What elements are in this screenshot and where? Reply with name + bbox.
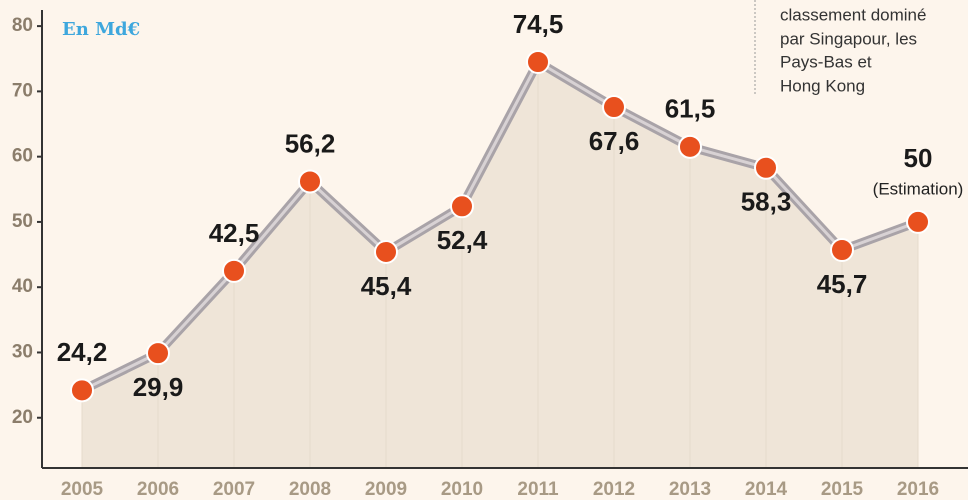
marker	[374, 239, 398, 264]
marker	[70, 378, 94, 403]
value-label: 56,2	[285, 128, 336, 158]
marker	[906, 209, 930, 234]
value-label: 52,4	[437, 225, 488, 255]
marker	[146, 341, 170, 366]
note: (Estimation)	[873, 179, 964, 198]
x-tick-label: 2013	[669, 479, 711, 500]
x-tick-label: 2016	[897, 479, 939, 500]
marker	[830, 237, 854, 262]
value-label: 50	[904, 143, 933, 173]
y-tick-label: 60	[12, 146, 33, 167]
line	[81, 59, 919, 392]
value-label: 58,3	[741, 187, 792, 217]
x-tick-label: 2011	[517, 479, 559, 500]
value-label: 45,4	[361, 271, 412, 301]
marker	[222, 258, 246, 283]
y-tick-label: 30	[12, 341, 33, 362]
area	[82, 62, 918, 469]
value-label: 61,5	[665, 94, 716, 124]
value-label: 74,5	[513, 9, 564, 39]
unit-label: En Md€	[62, 19, 140, 40]
x-tick-label: 2008	[289, 479, 331, 500]
value-label: 42,5	[209, 218, 260, 248]
marker	[754, 155, 778, 180]
value-label: 29,9	[133, 372, 184, 402]
y-tick-label: 20	[12, 407, 33, 428]
annotation-line: Pays-Bas et	[780, 52, 872, 71]
y-tick-label: 80	[12, 15, 33, 36]
x-tick-label: 2005	[61, 479, 104, 500]
annotation-line: classement dominé	[780, 5, 926, 24]
value-label: 45,7	[817, 269, 868, 299]
y-tick-label: 50	[12, 211, 33, 232]
annotation-line: par Singapour, les	[780, 29, 917, 48]
y-tick-label: 70	[12, 80, 33, 101]
x-tick-label: 2012	[593, 479, 635, 500]
marker	[602, 95, 626, 120]
x-tick-label: 2014	[745, 479, 788, 500]
value-label: 67,6	[589, 126, 640, 156]
x-tick-label: 2009	[365, 479, 407, 500]
annotation-line: Hong Kong	[780, 76, 865, 95]
x-tick-label: 2007	[213, 479, 255, 500]
marker	[678, 134, 702, 159]
x-tick-label: 2010	[441, 479, 483, 500]
marker	[526, 50, 550, 75]
y-tick-label: 40	[12, 276, 33, 297]
x-tick-label: 2015	[821, 479, 864, 500]
marker	[450, 194, 474, 219]
marker	[298, 169, 322, 194]
value-label: 24,2	[57, 337, 108, 367]
x-tick-label: 2006	[137, 479, 179, 500]
